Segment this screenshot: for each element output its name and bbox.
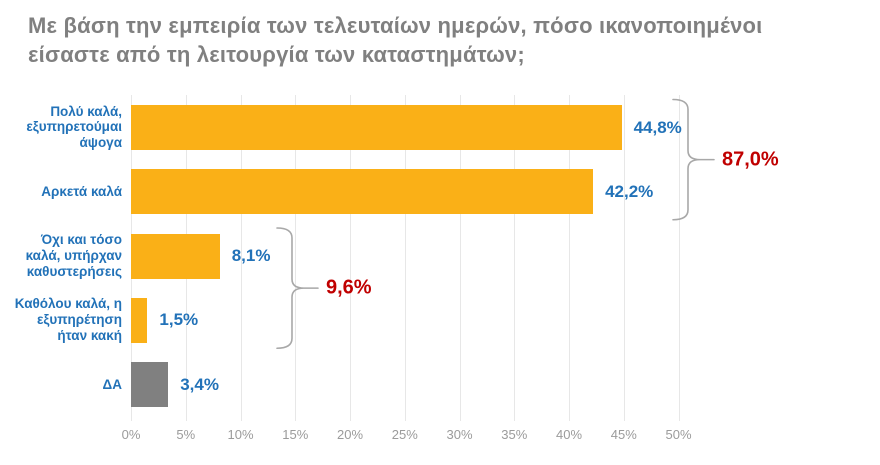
x-axis-tick: 0% [121, 427, 141, 442]
bar-row: Πολύ καλά, εξυπηρετούμαι άψογα 44,8% [0, 103, 880, 151]
x-axis-tick: 30% [446, 427, 473, 442]
gridline [350, 95, 351, 421]
bar-da [131, 362, 169, 407]
x-axis-tick: 15% [282, 427, 309, 442]
group-total-label: 87,0% [722, 148, 779, 171]
bar-row: Όχι και τόσο καλά, υπήρχαν καθυστερήσεις… [0, 232, 880, 279]
bar-row: ΔΑ 3,4% [0, 362, 880, 407]
value-label: 8,1% [231, 246, 271, 265]
value-label: 44,8% [633, 117, 682, 137]
category-label: Πολύ καλά, εξυπηρετούμαι άψογα [26, 103, 122, 151]
gridline [569, 95, 570, 421]
gridline [459, 95, 461, 421]
bar-katholou-kala [131, 297, 148, 343]
gridline [404, 95, 406, 421]
category-label: Αρκετά καλά [41, 183, 122, 199]
x-axis-tick: 50% [665, 427, 692, 442]
bar-arketa-kala [131, 169, 594, 215]
gridline [623, 95, 625, 421]
x-axis-tick: 35% [501, 427, 528, 442]
x-axis-tick: 10% [227, 427, 254, 442]
bar-oxi-toso-kala [131, 233, 220, 279]
gridline [240, 95, 242, 421]
bar-row: Αρκετά καλά 42,2% [0, 169, 880, 215]
gridline [514, 95, 516, 421]
gridline [678, 95, 680, 421]
value-label: 1,5% [159, 310, 199, 330]
bar-row: Καθόλου καλά, η εξυπηρέτηση ήταν κακή 1,… [0, 296, 880, 344]
x-axis-tick: 25% [391, 427, 418, 442]
chart-title: Με βάση την εμπειρία των τελευταίων ημερ… [28, 13, 763, 67]
value-label: 3,4% [180, 374, 219, 394]
x-axis-tick: 45% [610, 427, 637, 442]
x-axis-tick: 40% [555, 427, 583, 442]
x-axis-tick: 20% [336, 427, 364, 442]
category-label: Καθόλου καλά, η εξυπηρέτηση ήταν κακή [14, 296, 122, 344]
category-label: ΔΑ [102, 376, 122, 392]
bar-poly-kala [131, 105, 622, 150]
group-total-label: 9,6% [326, 276, 372, 299]
value-label: 42,2% [605, 181, 654, 201]
category-label: Όχι και τόσο καλά, υπήρχαν καθυστερήσεις [25, 232, 122, 279]
x-axis-tick: 5% [176, 427, 196, 442]
